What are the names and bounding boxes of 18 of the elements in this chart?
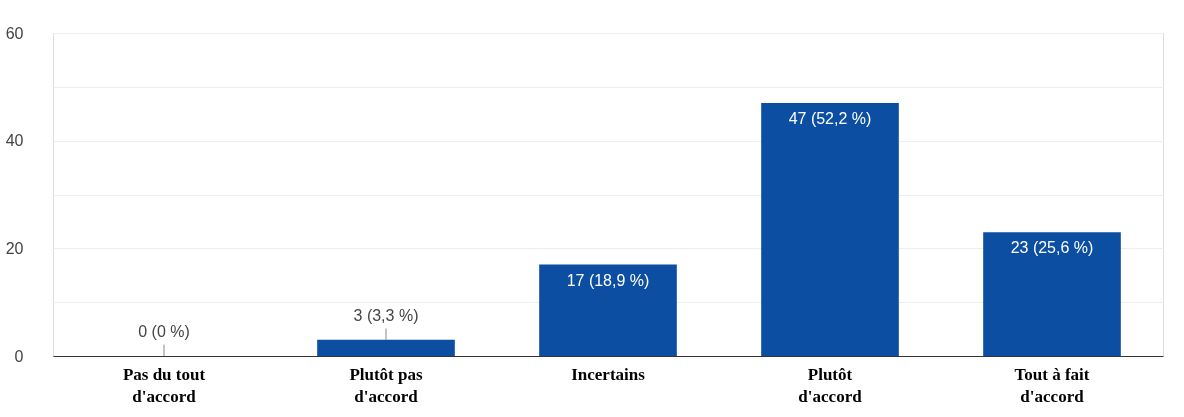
- x-tick-label: Incertains: [571, 364, 646, 384]
- data-label: 3 (3,3 %): [353, 306, 419, 324]
- data-label: 0 (0 %): [138, 322, 190, 340]
- x-tick-label: Plutôt d'accord: [798, 364, 863, 406]
- y-tick-label: 60: [5, 24, 24, 42]
- x-tick-label: Plutôt pas d'accord: [349, 364, 423, 406]
- data-label: 17 (18,9 %): [566, 271, 650, 289]
- x-tick-label: Pas du tout d'accord: [122, 364, 206, 406]
- bar: [539, 264, 677, 356]
- x-tick-label: Tout à fait d'accord: [1014, 364, 1090, 406]
- bar: [983, 232, 1121, 356]
- bar: [761, 102, 899, 356]
- y-tick-label: 20: [5, 239, 24, 257]
- bar: [317, 339, 455, 356]
- data-label: 23 (25,6 %): [1010, 239, 1094, 257]
- y-tick-label: 0: [14, 347, 24, 365]
- y-tick-label: 40: [5, 132, 24, 150]
- data-label: 47 (52,2 %): [788, 110, 872, 128]
